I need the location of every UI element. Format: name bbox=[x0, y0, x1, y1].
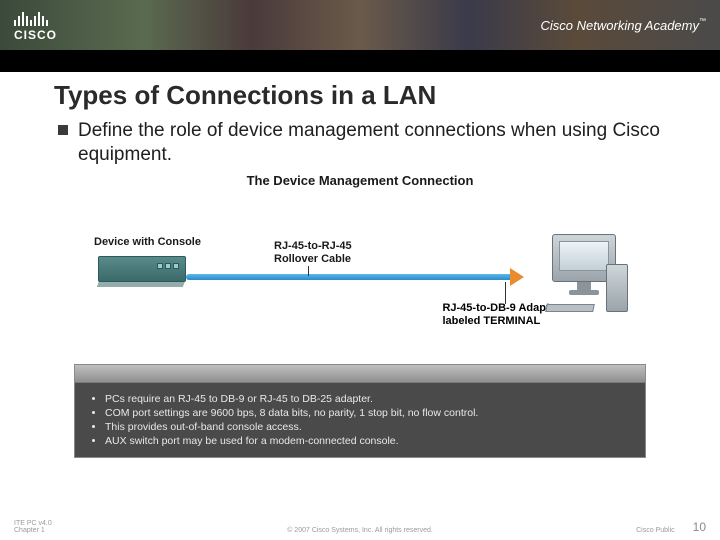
leader-line-adapter bbox=[505, 282, 506, 304]
bullet-square-icon bbox=[58, 125, 68, 135]
cable-label-line1: RJ-45-to-RJ-45 bbox=[274, 240, 352, 253]
device-ports bbox=[157, 263, 179, 269]
footer: ITE PC v4.0 Chapter 1 © 2007 Cisco Syste… bbox=[0, 520, 720, 534]
notes-item: PCs require an RJ-45 to DB-9 or RJ-45 to… bbox=[105, 393, 631, 405]
notes-item: COM port settings are 9600 bps, 8 data b… bbox=[105, 407, 631, 419]
bullet-text: Define the role of device management con… bbox=[78, 119, 666, 167]
cisco-logo-bars bbox=[14, 8, 48, 26]
notes-box: PCs require an RJ-45 to DB-9 or RJ-45 to… bbox=[74, 364, 646, 458]
header-band: CISCO Cisco Networking Academy™ bbox=[0, 0, 720, 72]
slide-content: Types of Connections in a LAN Define the… bbox=[0, 72, 720, 458]
device-console-label: Device with Console bbox=[94, 236, 201, 248]
bullet-row: Define the role of device management con… bbox=[58, 119, 666, 167]
header-top: CISCO Cisco Networking Academy™ bbox=[0, 0, 720, 50]
footer-left-line1: ITE PC v4.0 bbox=[14, 520, 52, 527]
cisco-logo: CISCO bbox=[14, 8, 57, 42]
notes-item: AUX switch port may be used for a modem-… bbox=[105, 435, 631, 447]
cable-label: RJ-45-to-RJ-45 Rollover Cable bbox=[274, 240, 352, 266]
adapter-label-line2: labeled TERMINAL bbox=[442, 315, 560, 329]
academy-label: Cisco Networking Academy™ bbox=[541, 18, 706, 33]
cable-arrow-icon bbox=[510, 268, 524, 286]
figure: The Device Management Connection Device … bbox=[64, 173, 656, 458]
pc-icon bbox=[540, 234, 628, 312]
footer-right: Cisco Public 10 bbox=[636, 520, 706, 534]
pc-tower bbox=[606, 264, 628, 312]
figure-title: The Device Management Connection bbox=[64, 173, 656, 188]
academy-text: Cisco Networking Academy bbox=[541, 18, 699, 33]
footer-left-line2: Chapter 1 bbox=[14, 527, 52, 534]
notes-list: PCs require an RJ-45 to DB-9 or RJ-45 to… bbox=[89, 393, 631, 447]
rollover-cable bbox=[186, 274, 516, 280]
pc-keyboard bbox=[545, 304, 595, 312]
footer-right-label: Cisco Public bbox=[636, 527, 675, 534]
cable-label-line2: Rollover Cable bbox=[274, 253, 352, 266]
trademark-icon: ™ bbox=[699, 18, 706, 25]
notes-body: PCs require an RJ-45 to DB-9 or RJ-45 to… bbox=[75, 383, 645, 457]
page-number: 10 bbox=[693, 520, 706, 534]
header-black-bar bbox=[0, 50, 720, 72]
leader-line-cable bbox=[308, 266, 309, 276]
notes-header-bar bbox=[75, 365, 645, 383]
device-body bbox=[98, 256, 186, 282]
notes-item: This provides out-of-band console access… bbox=[105, 421, 631, 433]
pc-stand bbox=[577, 282, 591, 290]
cisco-logo-word: CISCO bbox=[14, 28, 57, 42]
device-console-icon bbox=[98, 256, 186, 290]
pc-base bbox=[569, 290, 599, 295]
footer-copyright: © 2007 Cisco Systems, Inc. All rights re… bbox=[287, 527, 433, 534]
footer-left: ITE PC v4.0 Chapter 1 bbox=[14, 520, 52, 534]
slide-title: Types of Connections in a LAN bbox=[54, 80, 666, 111]
diagram: Device with Console RJ-45-to-RJ-45 Rollo… bbox=[64, 202, 656, 352]
